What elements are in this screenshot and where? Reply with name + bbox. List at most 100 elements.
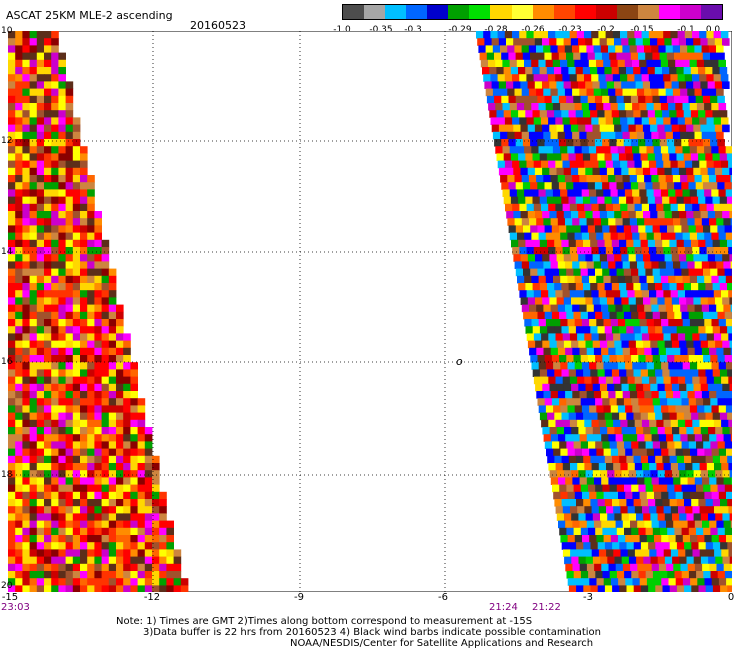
wind-cell <box>72 578 81 586</box>
wind-cell <box>675 491 684 500</box>
wind-cell <box>696 527 704 536</box>
wind-cell <box>29 67 38 75</box>
wind-cell <box>15 520 23 529</box>
wind-cell <box>51 59 59 68</box>
wind-cell <box>123 484 131 493</box>
wind-cell <box>108 477 117 485</box>
wind-cell <box>695 139 704 147</box>
wind-cell <box>36 283 45 291</box>
wind-cell <box>642 506 650 514</box>
wind-cell <box>685 290 693 298</box>
wind-cell <box>599 211 608 219</box>
wind-cell <box>65 81 74 89</box>
wind-cell <box>80 563 88 572</box>
wind-cell <box>563 38 572 46</box>
wind-cell <box>29 81 38 89</box>
wind-cell <box>719 412 728 421</box>
wind-cell <box>626 585 635 592</box>
wind-cell <box>108 520 117 529</box>
wind-cell <box>152 556 160 565</box>
wind-cell <box>586 218 595 226</box>
wind-cell <box>58 405 66 413</box>
wind-cell <box>116 542 124 550</box>
wind-cell <box>620 376 628 385</box>
wind-cell <box>144 571 153 579</box>
wind-cell <box>592 38 600 46</box>
wind-cell <box>695 355 704 363</box>
wind-cell <box>564 45 573 53</box>
wind-cell <box>643 556 651 565</box>
wind-cell <box>692 419 700 428</box>
wind-cell <box>36 232 45 241</box>
wind-cell <box>58 247 66 255</box>
wind-cell <box>159 506 167 514</box>
wind-cell <box>563 254 572 262</box>
wind-cell <box>568 585 577 592</box>
wind-cell <box>545 59 554 68</box>
wind-cell <box>655 542 663 550</box>
wind-cell <box>692 463 700 471</box>
wind-cell <box>624 527 632 536</box>
wind-cell <box>144 470 153 478</box>
wind-cell <box>29 340 38 349</box>
wind-cell <box>567 275 575 284</box>
wind-cell <box>87 347 95 356</box>
wind-cell <box>724 182 732 190</box>
wind-cell <box>87 297 95 305</box>
wind-cell <box>662 239 670 248</box>
wind-cell <box>652 398 661 406</box>
wind-cell <box>561 196 569 205</box>
wind-cell <box>123 455 131 464</box>
wind-cell <box>617 146 626 154</box>
wind-cell <box>675 146 683 154</box>
wind-cell <box>553 405 561 413</box>
wind-cell <box>696 571 704 579</box>
wind-cell <box>562 463 571 471</box>
wind-cell <box>15 369 23 377</box>
wind-cell <box>116 535 124 543</box>
wind-cell <box>664 254 673 262</box>
wind-cell <box>607 297 615 305</box>
wind-cell <box>29 131 38 140</box>
wind-cell <box>563 124 572 133</box>
wind-cell <box>144 427 153 435</box>
wind-cell <box>22 81 30 89</box>
wind-cell <box>29 254 38 262</box>
wind-cell <box>130 506 138 514</box>
wind-cell <box>58 513 66 521</box>
wind-cell <box>678 38 687 46</box>
wind-cell <box>574 405 583 413</box>
wind-cell <box>634 160 643 169</box>
wind-cell <box>108 268 117 277</box>
wind-cell <box>551 398 560 406</box>
wind-cell <box>551 311 560 320</box>
wind-cell <box>671 38 680 46</box>
wind-cell <box>29 556 38 565</box>
wind-cell <box>591 549 600 557</box>
wind-cell <box>624 484 632 493</box>
wind-cell <box>703 571 711 579</box>
wind-cell <box>611 153 620 161</box>
wind-cell <box>515 268 524 277</box>
wind-cell <box>631 527 639 536</box>
wind-cell <box>44 499 52 507</box>
wind-cell <box>36 455 45 464</box>
wind-cell <box>680 520 688 529</box>
wind-cell <box>526 160 535 169</box>
wind-cell <box>588 571 596 579</box>
wind-cell <box>573 139 581 147</box>
wind-cell <box>87 225 95 233</box>
wind-cell <box>535 340 543 349</box>
map-title: ASCAT 25KM MLE-2 ascending <box>6 9 173 22</box>
wind-cell <box>530 311 538 320</box>
wind-cell <box>729 556 732 565</box>
wind-cell <box>640 153 649 161</box>
wind-cell <box>646 232 655 241</box>
wind-cell <box>44 103 52 111</box>
wind-cell <box>627 506 636 514</box>
wind-cell <box>108 535 117 543</box>
wind-cell <box>730 477 732 485</box>
wind-cell <box>620 160 628 169</box>
wind-cell <box>727 455 732 464</box>
wind-cell <box>594 182 603 190</box>
